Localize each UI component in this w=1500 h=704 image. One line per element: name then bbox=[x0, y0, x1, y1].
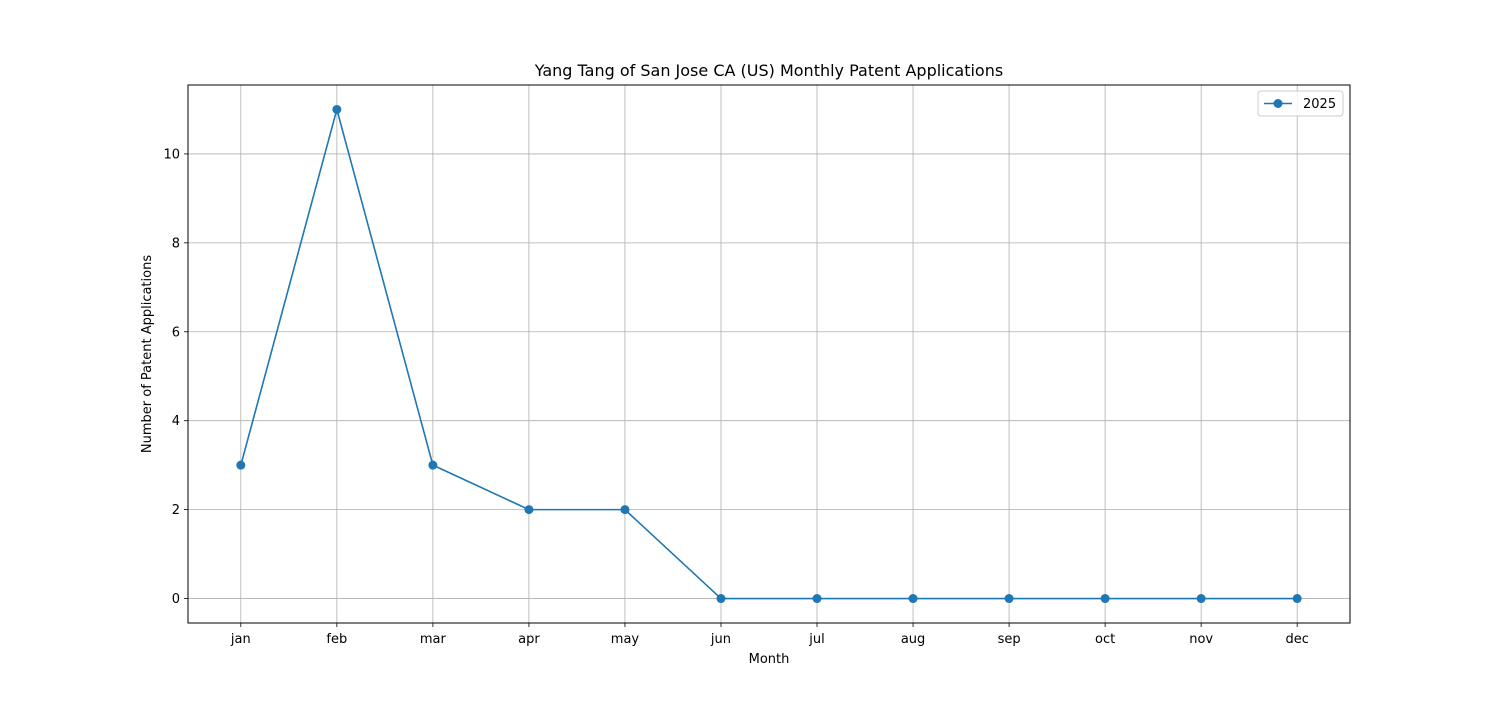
y-tick-label-0: 0 bbox=[172, 592, 180, 607]
x-tick-label-aug: aug bbox=[901, 632, 925, 647]
y-tick-label-6: 6 bbox=[172, 325, 180, 340]
x-tick-label-jan: jan bbox=[230, 632, 251, 647]
data-point-jul bbox=[813, 594, 822, 603]
data-point-jan bbox=[236, 461, 245, 470]
x-axis-label: Month bbox=[749, 652, 790, 667]
x-tick-label-sep: sep bbox=[998, 632, 1021, 647]
data-point-may bbox=[620, 505, 629, 514]
legend-entry-2025: 2025 bbox=[1303, 97, 1336, 112]
data-point-nov bbox=[1197, 594, 1206, 603]
y-tick-label-4: 4 bbox=[172, 414, 180, 429]
data-point-jun bbox=[716, 594, 725, 603]
data-point-mar bbox=[428, 461, 437, 470]
y-tick-label-8: 8 bbox=[172, 236, 180, 251]
x-tick-label-oct: oct bbox=[1095, 632, 1115, 647]
data-point-dec bbox=[1293, 594, 1302, 603]
y-tick-label-10: 10 bbox=[163, 147, 180, 162]
x-tick-label-jul: jul bbox=[808, 632, 824, 647]
x-tick-label-mar: mar bbox=[420, 632, 447, 647]
data-point-sep bbox=[1005, 594, 1014, 603]
data-point-feb bbox=[332, 105, 341, 114]
legend: 2025 bbox=[1258, 91, 1343, 116]
x-tick-label-feb: feb bbox=[326, 632, 347, 647]
data-point-apr bbox=[524, 505, 533, 514]
legend-marker-swatch bbox=[1274, 99, 1283, 108]
x-tick-label-jun: jun bbox=[710, 632, 731, 647]
x-tick-label-apr: apr bbox=[518, 632, 540, 647]
y-tick-label-2: 2 bbox=[172, 503, 180, 518]
x-tick-label-may: may bbox=[611, 632, 640, 647]
y-axis-label: Number of Patent Applications bbox=[140, 255, 155, 453]
data-point-oct bbox=[1101, 594, 1110, 603]
chart-title: Yang Tang of San Jose CA (US) Monthly Pa… bbox=[534, 61, 1003, 80]
x-tick-label-dec: dec bbox=[1285, 632, 1308, 647]
x-tick-label-nov: nov bbox=[1189, 632, 1213, 647]
data-point-aug bbox=[909, 594, 918, 603]
